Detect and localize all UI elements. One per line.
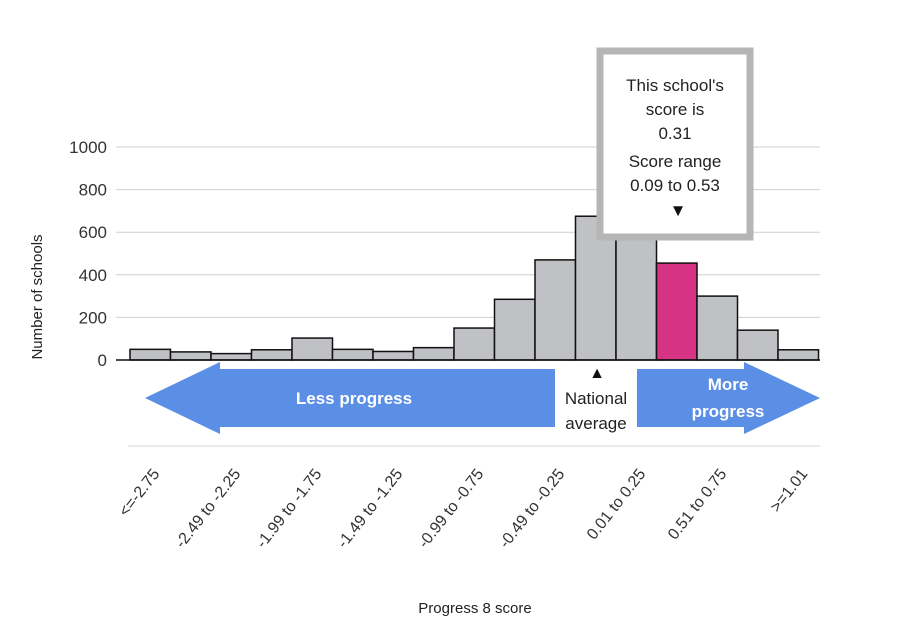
x-tick-label: -0.99 to -0.75 bbox=[415, 466, 487, 552]
tooltip-pointer: ▼ bbox=[670, 201, 687, 220]
bar bbox=[412, 346, 455, 361]
bar bbox=[210, 352, 253, 361]
bar-highlighted bbox=[655, 262, 698, 361]
x-tick-label: 0.01 to 0.25 bbox=[584, 466, 649, 543]
bar bbox=[736, 329, 779, 361]
tooltip-line1: This school's bbox=[626, 76, 724, 95]
bar bbox=[696, 295, 739, 361]
x-tick-label: -1.99 to -1.75 bbox=[253, 466, 325, 552]
x-tick-label: -1.49 to -1.25 bbox=[334, 466, 406, 552]
bar bbox=[291, 337, 334, 361]
bar bbox=[129, 348, 172, 361]
y-tick-label: 800 bbox=[79, 181, 107, 200]
more-progress-label-line1: More bbox=[708, 375, 749, 394]
tooltip-score: 0.31 bbox=[658, 124, 691, 143]
y-tick-label: 1000 bbox=[69, 138, 107, 157]
bar bbox=[493, 298, 536, 361]
y-tick-label: 0 bbox=[98, 351, 107, 370]
bar bbox=[777, 349, 820, 361]
x-tick-label: >=1.01 bbox=[767, 466, 811, 516]
x-axis-ticks: <=-2.75 -2.49 to -2.25 -1.99 to -1.75 -1.49… bbox=[116, 466, 811, 552]
more-progress-label-line2: progress bbox=[692, 402, 765, 421]
bar bbox=[453, 327, 496, 361]
y-axis-ticks: 0 200 400 600 800 1000 bbox=[69, 138, 107, 370]
tooltip-frame bbox=[596, 47, 754, 241]
national-average-label-line1: National bbox=[565, 389, 627, 408]
school-score-tooltip: This school's score is 0.31 Score range … bbox=[596, 47, 754, 241]
y-tick-label: 400 bbox=[79, 266, 107, 285]
x-tick-label: -0.49 to -0.25 bbox=[496, 466, 568, 552]
national-average-marker: ▲ bbox=[589, 365, 605, 382]
y-axis-title: Number of schools bbox=[29, 234, 46, 359]
bar bbox=[534, 259, 577, 361]
bar bbox=[331, 348, 374, 361]
less-progress-arrow bbox=[145, 362, 555, 434]
tooltip-line4: Score range bbox=[629, 152, 722, 171]
less-progress-label: Less progress bbox=[296, 389, 412, 408]
tooltip-range: 0.09 to 0.53 bbox=[630, 176, 720, 195]
bars bbox=[129, 210, 820, 361]
x-tick-label: 0.51 to 0.75 bbox=[665, 466, 730, 543]
national-average-label-line2: average bbox=[565, 414, 626, 433]
x-tick-label: -2.49 to -2.25 bbox=[172, 466, 244, 552]
bar bbox=[250, 349, 293, 361]
tooltip-line2: score is bbox=[646, 100, 705, 119]
x-axis-title: Progress 8 score bbox=[418, 600, 531, 617]
y-tick-label: 200 bbox=[79, 308, 107, 327]
more-progress-arrow bbox=[637, 362, 820, 434]
x-tick-label: <=-2.75 bbox=[116, 466, 163, 520]
bar bbox=[169, 351, 212, 361]
y-tick-label: 600 bbox=[79, 223, 107, 242]
bar bbox=[372, 350, 415, 361]
